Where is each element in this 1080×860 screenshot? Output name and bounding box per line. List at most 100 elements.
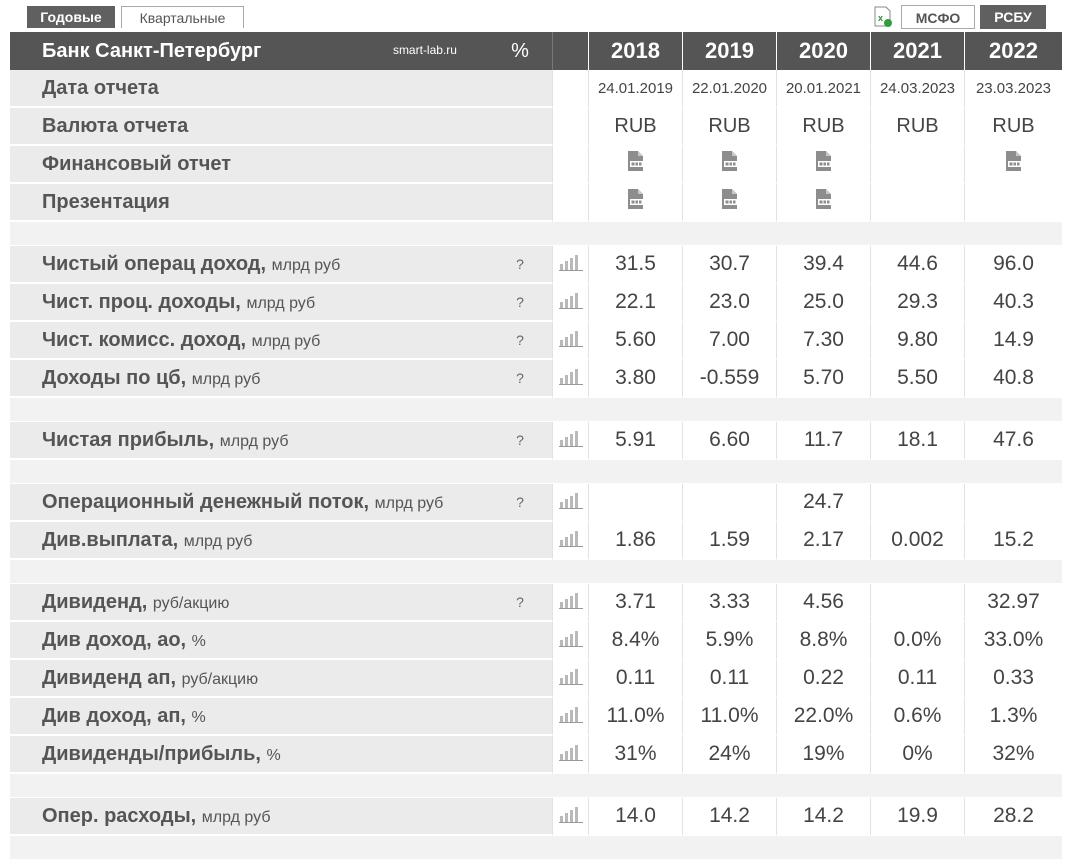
payout_ratio-help-cell — [488, 736, 552, 774]
opex-chart-cell — [552, 798, 588, 836]
bar-chart-icon[interactable] — [558, 491, 583, 514]
div_yield_ord-value-2019: 5.9% — [682, 622, 776, 660]
section-spacer-3 — [10, 460, 1062, 484]
presentation-cell-2020 — [776, 184, 870, 222]
pdf-icon[interactable] — [814, 188, 834, 216]
help-icon[interactable]: ? — [516, 332, 524, 348]
opex-value-2018: 14.0 — [588, 798, 682, 836]
payout_ratio-value-2020: 19% — [776, 736, 870, 774]
presentation-cell-2018 — [588, 184, 682, 222]
op_cash_flow-value-2018 — [588, 484, 682, 522]
pdf-icon[interactable] — [626, 150, 646, 178]
div_yield_pref-unit: % — [191, 708, 206, 726]
div_yield_ord-value-2022: 33.0% — [964, 622, 1062, 660]
report_date-label: Дата отчета — [42, 76, 159, 99]
div_payout-value-2020: 2.17 — [776, 522, 870, 560]
row-net_commission: Чист. комисс. доход, млрд руб? 5.60 7.00 7.… — [10, 322, 1062, 360]
currency-value-2021: RUB — [870, 108, 964, 146]
presentation-cell-2019 — [682, 184, 776, 222]
top-bar: Годовые Квартальные x МСФО РСБУ — [0, 0, 1080, 32]
pdf-icon[interactable] — [720, 188, 740, 216]
div_yield_ord-help-cell — [488, 622, 552, 660]
bar-chart-icon[interactable] — [558, 367, 583, 390]
div_payout-help-cell — [488, 522, 552, 560]
bar-chart-icon[interactable] — [558, 291, 583, 314]
div_payout-value-2019: 1.59 — [682, 522, 776, 560]
pdf-icon[interactable] — [626, 188, 646, 216]
tab-annual[interactable]: Годовые — [27, 6, 115, 28]
net_profit-value-2019: 6.60 — [682, 422, 776, 460]
net_interest-value-2021: 29.3 — [870, 284, 964, 322]
op_cash_flow-value-2022 — [964, 484, 1062, 522]
bar-chart-icon[interactable] — [558, 805, 583, 828]
help-icon[interactable]: ? — [516, 494, 524, 510]
bar-chart-icon[interactable] — [558, 591, 583, 614]
pdf-icon[interactable] — [814, 150, 834, 178]
bar-chart-icon[interactable] — [558, 743, 583, 766]
net_commission-value-2019: 7.00 — [682, 322, 776, 360]
pdf-icon[interactable] — [720, 150, 740, 178]
dividend-value-2020: 4.56 — [776, 584, 870, 622]
div_yield_pref-label-cell: Див доход, ап, % — [10, 698, 488, 736]
section-spacer-4 — [10, 560, 1062, 584]
payout_ratio-value-2018: 31% — [588, 736, 682, 774]
help-icon[interactable]: ? — [516, 294, 524, 310]
dividend_pref-label-cell: Дивиденд ап, руб/акцию — [10, 660, 488, 698]
row-securities_income: Доходы по цб, млрд руб? 3.80 -0.559 5.70 5.5… — [10, 360, 1062, 398]
div_payout-value-2018: 1.86 — [588, 522, 682, 560]
op_cash_flow-help-cell: ? — [488, 484, 552, 522]
tab-ras[interactable]: РСБУ — [980, 5, 1046, 29]
help-icon[interactable]: ? — [516, 256, 524, 272]
div_payout-label: Див.выплата, — [42, 528, 179, 551]
dividend-label: Дивиденд, — [42, 590, 148, 613]
opex-value-2019: 14.2 — [682, 798, 776, 836]
net_profit-value-2021: 18.1 — [870, 422, 964, 460]
net_interest-label-cell: Чист. проц. доходы, млрд руб — [10, 284, 488, 322]
div_yield_ord-value-2020: 8.8% — [776, 622, 870, 660]
presentation-label: Презентация — [42, 190, 170, 213]
presentation-help-cell — [488, 184, 552, 222]
source-label: smart-lab.ru — [392, 42, 457, 57]
net_profit-value-2022: 47.6 — [964, 422, 1062, 460]
help-icon[interactable]: ? — [516, 370, 524, 386]
net_profit-chart-cell — [552, 422, 588, 460]
pdf-icon[interactable] — [1004, 150, 1024, 178]
net_commission-value-2022: 14.9 — [964, 322, 1062, 360]
bar-chart-icon[interactable] — [558, 629, 583, 652]
dividend-unit: руб/акцию — [152, 594, 230, 612]
tab-ifrs[interactable]: МСФО — [901, 5, 975, 29]
row-presentation: Презентация — [10, 184, 1062, 222]
currency-value-2018: RUB — [588, 108, 682, 146]
currency-help-cell — [488, 108, 552, 146]
tab-quarterly[interactable]: Квартальные — [121, 6, 244, 28]
bar-chart-icon[interactable] — [558, 429, 583, 452]
net_interest-value-2019: 23.0 — [682, 284, 776, 322]
dividend-value-2019: 3.33 — [682, 584, 776, 622]
excel-icon[interactable]: x — [872, 6, 894, 28]
opex-label: Опер. расходы, — [42, 804, 197, 827]
net_commission-value-2020: 7.30 — [776, 322, 870, 360]
net_op_income-help-cell: ? — [488, 246, 552, 284]
bar-chart-icon[interactable] — [558, 253, 583, 276]
help-icon[interactable]: ? — [516, 594, 524, 610]
bar-chart-icon[interactable] — [558, 529, 583, 552]
div_yield_ord-unit: % — [191, 632, 206, 650]
bar-chart-icon[interactable] — [558, 667, 583, 690]
bar-chart-icon[interactable] — [558, 705, 583, 728]
help-icon[interactable]: ? — [516, 432, 524, 448]
year-2018: 2018 — [588, 32, 682, 70]
row-currency: Валюта отчета RUB RUB RUB RUB RUB — [10, 108, 1062, 146]
year-2020: 2020 — [776, 32, 870, 70]
securities_income-value-2022: 40.8 — [964, 360, 1062, 398]
net_op_income-chart-cell — [552, 246, 588, 284]
net_op_income-unit: млрд руб — [271, 256, 341, 274]
report_date-value-2022: 23.03.2023 — [964, 70, 1062, 108]
fin_report-cell-2019 — [682, 146, 776, 184]
dividend-chart-cell — [552, 584, 588, 622]
securities_income-unit: млрд руб — [191, 370, 261, 388]
bar-chart-icon[interactable] — [558, 329, 583, 352]
div_payout-unit: млрд руб — [183, 532, 253, 550]
opex-value-2020: 14.2 — [776, 798, 870, 836]
spacer-cell — [10, 560, 1062, 584]
dividend-value-2022: 32.97 — [964, 584, 1062, 622]
